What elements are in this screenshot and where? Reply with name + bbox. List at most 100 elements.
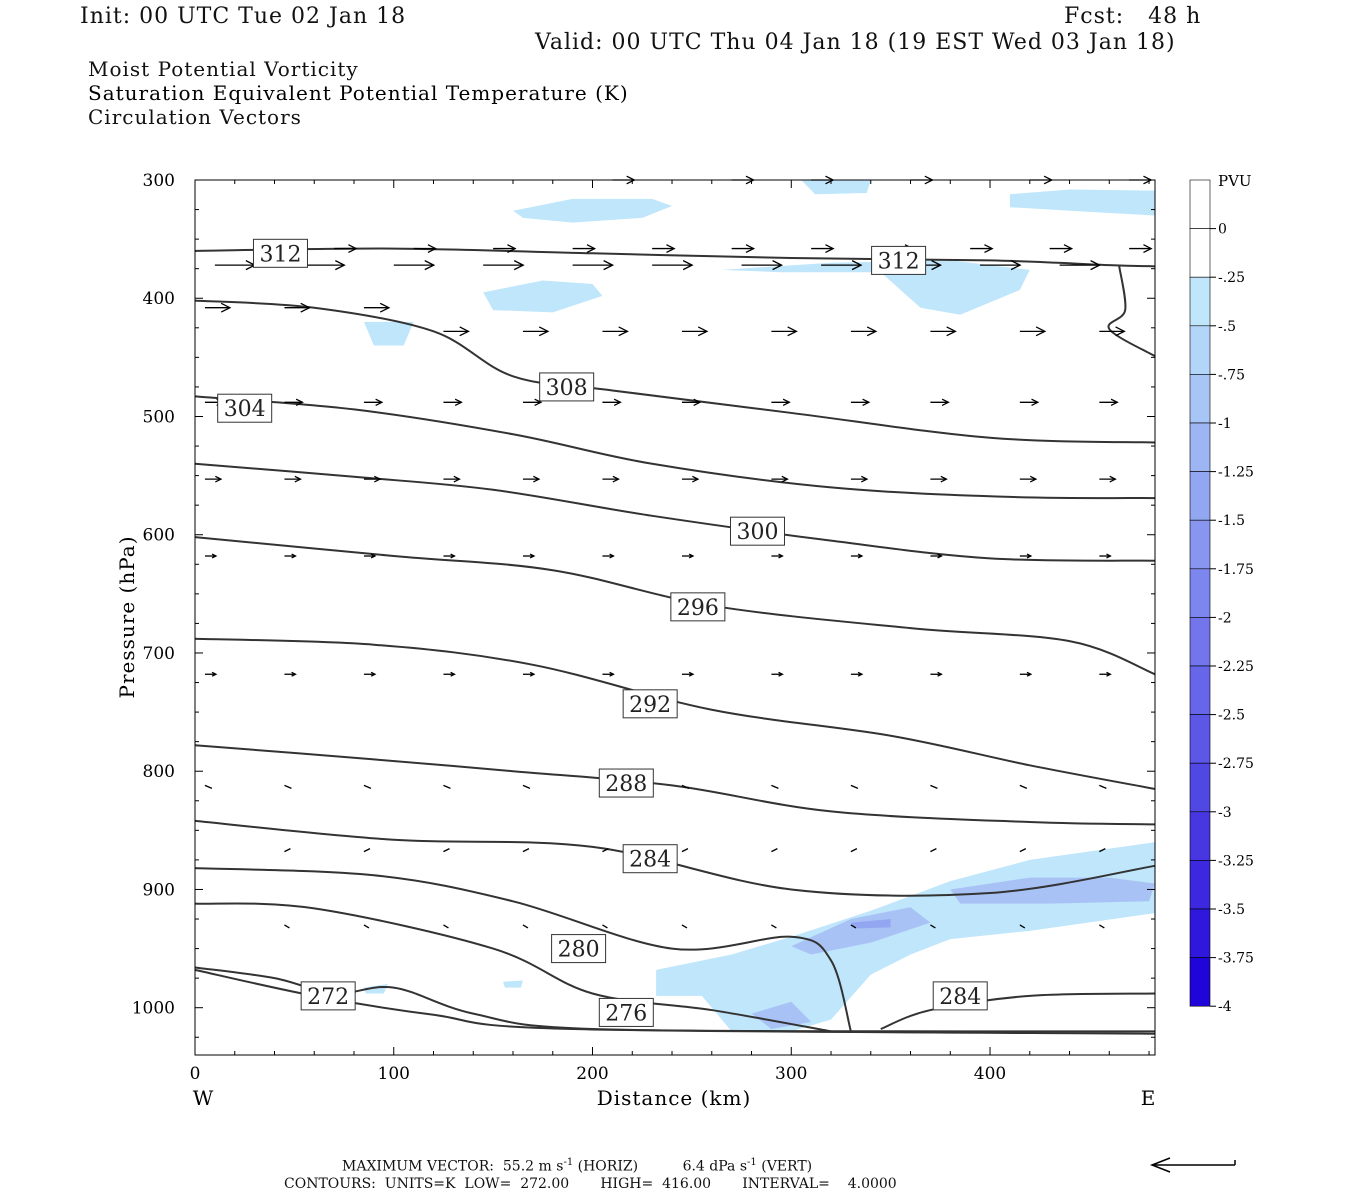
circulation-vector (1099, 848, 1106, 853)
circulation-vector (204, 475, 223, 483)
svg-text:284: 284 (629, 848, 671, 873)
colorbar-swatch (1189, 276, 1211, 327)
x-tick-label: 0 (190, 1064, 201, 1084)
isentrope-label: 296 (670, 592, 726, 622)
isentrope-label: 312 (871, 245, 927, 275)
contours-info: CONTOURS: UNITS=K LOW= 272.00 HIGH= 416.… (284, 1176, 897, 1192)
circulation-vector (681, 848, 689, 853)
circulation-vector (204, 671, 218, 677)
svg-text:276: 276 (605, 1001, 647, 1026)
circulation-vector (1019, 475, 1038, 483)
circulation-vector (334, 244, 358, 254)
colorbar-swatch (1189, 665, 1211, 715)
circulation-vector (1019, 398, 1040, 407)
pv-patch-2 (1009, 189, 1155, 216)
circulation-vector (930, 671, 943, 677)
colorbar-label: -.75 (1218, 367, 1245, 383)
circulation-vector (681, 784, 690, 790)
colorbar-swatch (1189, 617, 1211, 667)
circulation-vector (602, 553, 615, 559)
circulation-vector (771, 326, 798, 337)
circulation-vector (363, 553, 377, 559)
isentrope-3 (194, 462, 1156, 562)
y-tick-label: 400 (143, 289, 175, 309)
colorbar-label: -2 (1218, 610, 1232, 626)
y-tick-label: 1000 (132, 999, 175, 1019)
isentrope-13 (1107, 266, 1156, 358)
colorbar-label: -.25 (1218, 270, 1245, 286)
svg-text:288: 288 (605, 772, 647, 797)
circulation-vector (850, 326, 878, 337)
isentrope-label: 308 (539, 372, 595, 402)
west-label: W (193, 1086, 214, 1110)
circulation-vector (602, 924, 608, 929)
circulation-vector (1099, 671, 1112, 677)
colorbar-swatch (1189, 179, 1211, 229)
y-tick-label: 300 (143, 171, 175, 191)
circulation-vector (522, 784, 531, 790)
isentrope-7 (194, 819, 1156, 897)
isentrope-6 (194, 744, 1156, 826)
isentrope-9 (194, 902, 832, 1033)
isentrope-label: 292 (622, 689, 678, 719)
isentrope-label: 304 (217, 393, 273, 423)
colorbar-label: -3.75 (1218, 951, 1254, 967)
init-time: Init: 00 UTC Tue 02 Jan 18 (80, 4, 407, 29)
circulation-vector (771, 924, 777, 929)
vert-unit: (VERT) (761, 1158, 813, 1175)
circulation-vector (493, 244, 517, 254)
pv-patch-10 (850, 919, 891, 929)
isentrope-label-layer: 312 312 308 304 300 296 292 288 284 284 280 276 272 (217, 238, 988, 1027)
circulation-vector (930, 475, 948, 483)
isentrope-8 (194, 867, 852, 1032)
circulation-vector (522, 671, 536, 677)
y-tick-label: 700 (143, 644, 175, 664)
circulation-vector (602, 326, 629, 337)
colorbar-label: -4 (1218, 999, 1232, 1015)
pv-patch-5 (363, 321, 414, 346)
colorbar-label: -2.25 (1218, 659, 1254, 675)
east-label: E (1141, 1086, 1156, 1110)
circulation-vector (393, 260, 436, 271)
circulation-vector (850, 848, 858, 853)
circulation-vector (930, 848, 937, 853)
colorbar-label: -3.5 (1218, 902, 1245, 918)
circulation-vector (652, 260, 694, 271)
x-axis-label: Distance (km) (597, 1086, 752, 1110)
circulation-vector (284, 848, 291, 853)
circulation-vector (204, 784, 213, 790)
circulation-vector (522, 924, 529, 929)
svg-text:292: 292 (629, 693, 671, 718)
circulation-vector (811, 244, 835, 254)
circulation-vector (522, 475, 541, 483)
colorbar-swatch (1189, 811, 1211, 861)
colorbar-swatch (1189, 762, 1211, 813)
circulation-vector (681, 671, 695, 677)
isentrope-label: 284 (932, 981, 988, 1011)
circulation-vector (443, 398, 463, 407)
circulation-vector (771, 553, 784, 559)
colorbar-swatch (1189, 374, 1211, 424)
circulation-vector (1019, 671, 1033, 677)
circulation-vector (602, 475, 620, 483)
circulation-vector (443, 475, 461, 483)
circulation-vector (1129, 244, 1153, 254)
circulation-vector (731, 244, 756, 254)
pv-patch-3 (483, 280, 603, 313)
max-vector-vert: 6.4 dPa s (682, 1158, 748, 1175)
circulation-vector (413, 244, 438, 254)
circulation-vector (602, 671, 615, 677)
field-title-vectors: Circulation Vectors (88, 105, 302, 129)
circulation-vector (443, 848, 450, 853)
colorbar-swatch (1189, 568, 1211, 618)
circulation-vector (771, 671, 784, 677)
y-tick-label: 600 (143, 526, 175, 546)
circulation-vector (1099, 553, 1112, 559)
isentrope-label: 276 (598, 997, 654, 1027)
colorbar-swatch (1189, 519, 1211, 570)
svg-text:272: 272 (307, 985, 349, 1010)
colorbar-label: -1 (1218, 416, 1232, 432)
isentrope-5 (194, 637, 1156, 790)
circulation-vector (1059, 260, 1102, 271)
isentrope-12 (880, 992, 1156, 1030)
